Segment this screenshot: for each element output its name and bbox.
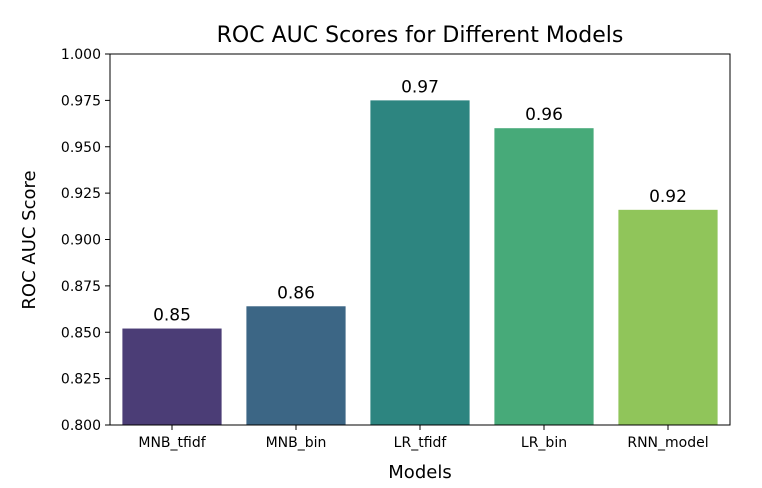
x-tick-label: MNB_tfidf [138, 435, 206, 451]
data-label: 0.85 [153, 306, 191, 326]
y-tick-label: 0.950 [61, 140, 101, 156]
chart-title: ROC AUC Scores for Different Models [217, 23, 624, 48]
y-axis-label: ROC AUC Score [19, 170, 40, 309]
x-tick-label: LR_bin [521, 435, 567, 451]
x-tick-label: LR_tfidf [394, 435, 448, 451]
bar-mnb-bin [246, 306, 346, 425]
y-tick-label: 0.875 [61, 279, 101, 295]
y-tick-label: 0.975 [61, 93, 101, 109]
bar-mnb-tfidf [122, 328, 222, 425]
x-axis-ticks: MNB_tfidf MNB_bin LR_tfidf LR_bin RNN_model [138, 425, 709, 451]
y-tick-label: 0.800 [61, 418, 101, 434]
y-tick-label: 0.825 [61, 372, 101, 388]
data-label: 0.92 [649, 187, 687, 207]
y-axis-ticks: 0.800 0.825 0.850 0.875 0.900 0.925 0.950 0.975… [61, 47, 110, 434]
y-tick-label: 0.850 [61, 325, 101, 341]
data-label: 0.97 [401, 77, 439, 97]
bars-group [122, 100, 718, 425]
y-tick-label: 0.925 [61, 186, 101, 202]
y-tick-label: 0.900 [61, 233, 101, 249]
bar-lr-tfidf [370, 100, 470, 425]
data-label: 0.96 [525, 105, 563, 125]
data-label: 0.86 [277, 283, 315, 303]
bar-lr-bin [494, 128, 594, 425]
data-labels-group: 0.85 0.86 0.97 0.96 0.92 [153, 77, 687, 325]
y-tick-label: 1.000 [61, 47, 101, 63]
x-tick-label: MNB_bin [266, 435, 327, 451]
x-axis-label: Models [388, 462, 451, 483]
x-tick-label: RNN_model [627, 435, 708, 451]
bar-rnn-model [618, 209, 718, 425]
